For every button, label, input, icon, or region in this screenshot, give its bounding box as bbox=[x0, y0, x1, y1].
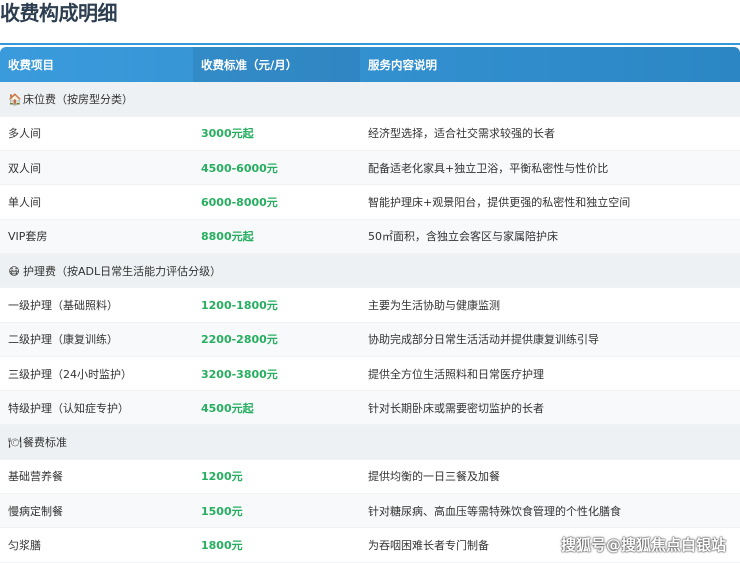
fee-item: 慢病定制餐 bbox=[0, 493, 193, 529]
fee-item: 二级护理（康复训练） bbox=[0, 322, 193, 357]
fee-item: 一级护理（基础照料） bbox=[0, 287, 193, 323]
table-row: VIP套房 8800元起 50㎡面积，含独立会客区与家属陪护床 bbox=[0, 219, 740, 254]
fee-item: 三级护理（24小时监护） bbox=[0, 356, 193, 392]
title-divider bbox=[0, 43, 740, 45]
fee-item: 双人间 bbox=[0, 150, 193, 186]
fee-price: 3200-3800元 bbox=[193, 356, 360, 392]
house-icon: 🏠 bbox=[8, 92, 22, 106]
category-row: 😷 护理费（按ADL日常生活能力评估分级） bbox=[0, 253, 740, 289]
category-row: 🏠床位费（按房型分类） bbox=[0, 82, 740, 117]
table-row: 多人间 3000元起 经济型选择，适合社交需求较强的长者 bbox=[0, 116, 740, 152]
table-row: 特级护理（认知症专护） 4500元起 针对长期卧床或需要密切监护的长者 bbox=[0, 390, 740, 426]
fee-price: 6000-8000元 bbox=[193, 184, 360, 220]
table-row: 匀浆膳 1800元 为吞咽困难长者专门制备 bbox=[0, 527, 740, 563]
nurse-face-icon: 😷 bbox=[8, 264, 20, 278]
table-row: 基础营养餐 1200元 提供均衡的一日三餐及加餐 bbox=[0, 459, 740, 495]
fee-price: 1800元 bbox=[193, 527, 360, 563]
table-row: 一级护理（基础照料） 1200-1800元 主要为生活协助与健康监测 bbox=[0, 287, 740, 323]
category-row: 🍽餐费标准 bbox=[0, 424, 740, 460]
fee-item: 基础营养餐 bbox=[0, 459, 193, 495]
fee-desc: 针对糖尿病、高血压等需特殊饮食管理的个性化膳食 bbox=[360, 493, 740, 529]
table-row: 单人间 6000-8000元 智能护理床+观景阳台，提供更强的私密性和独立空间 bbox=[0, 184, 740, 220]
fee-price: 2200-2800元 bbox=[193, 322, 360, 357]
fee-item: VIP套房 bbox=[0, 219, 193, 254]
fee-item: 特级护理（认知症专护） bbox=[0, 390, 193, 426]
fee-desc: 针对长期卧床或需要密切监护的长者 bbox=[360, 390, 740, 426]
page-title: 收费构成明细 bbox=[0, 1, 118, 25]
watermark: 搜狐号@搜狐焦点白银站 bbox=[560, 536, 726, 554]
fee-desc: 提供均衡的一日三餐及加餐 bbox=[360, 459, 740, 495]
fee-desc: 主要为生活协助与健康监测 bbox=[360, 287, 740, 323]
table-row: 慢病定制餐 1500元 针对糖尿病、高血压等需特殊饮食管理的个性化膳食 bbox=[0, 493, 740, 529]
fee-desc: 为吞咽困难长者专门制备 bbox=[360, 527, 740, 563]
fee-desc: 经济型选择，适合社交需求较强的长者 bbox=[360, 116, 740, 152]
header-price: 收费标准（元/月） bbox=[193, 47, 360, 82]
fee-price: 3000元起 bbox=[193, 116, 360, 152]
category-label: 餐费标准 bbox=[23, 436, 67, 450]
fee-table: 收费项目 收费标准（元/月） 服务内容说明 🏠床位费（按房型分类） 多人间 3000… bbox=[0, 47, 740, 563]
category-label: 床位费（按房型分类） bbox=[23, 92, 133, 106]
fee-price: 1500元 bbox=[193, 493, 360, 529]
table-row: 双人间 4500-6000元 配备适老化家具+独立卫浴，平衡私密性与性价比 bbox=[0, 150, 740, 186]
table-row: 三级护理（24小时监护） 3200-3800元 提供全方位生活照料和日常医疗护理 bbox=[0, 356, 740, 392]
category-label: 护理费（按ADL日常生活能力评估分级） bbox=[23, 264, 222, 278]
table-header: 收费项目 收费标准（元/月） 服务内容说明 bbox=[0, 47, 740, 82]
header-desc: 服务内容说明 bbox=[368, 57, 437, 72]
header-item: 收费项目 bbox=[8, 57, 54, 72]
fee-desc: 配备适老化家具+独立卫浴，平衡私密性与性价比 bbox=[360, 150, 740, 186]
fee-item: 多人间 bbox=[0, 116, 193, 152]
fee-price: 8800元起 bbox=[193, 219, 360, 254]
fee-price: 1200元 bbox=[193, 459, 360, 495]
fee-desc: 50㎡面积，含独立会客区与家属陪护床 bbox=[360, 219, 740, 254]
fee-desc: 协助完成部分日常生活活动并提供康复训练引导 bbox=[360, 322, 740, 357]
table-row: 二级护理（康复训练） 2200-2800元 协助完成部分日常生活活动并提供康复训练引… bbox=[0, 322, 740, 357]
fee-item: 单人间 bbox=[0, 184, 193, 220]
fee-price: 1200-1800元 bbox=[193, 287, 360, 323]
fee-desc: 智能护理床+观景阳台，提供更强的私密性和独立空间 bbox=[360, 184, 740, 220]
meal-icon: 🍽 bbox=[8, 436, 22, 450]
fee-desc: 提供全方位生活照料和日常医疗护理 bbox=[360, 356, 740, 392]
fee-price: 4500元起 bbox=[193, 390, 360, 426]
fee-price: 4500-6000元 bbox=[193, 150, 360, 186]
fee-item: 匀浆膳 bbox=[0, 527, 193, 563]
